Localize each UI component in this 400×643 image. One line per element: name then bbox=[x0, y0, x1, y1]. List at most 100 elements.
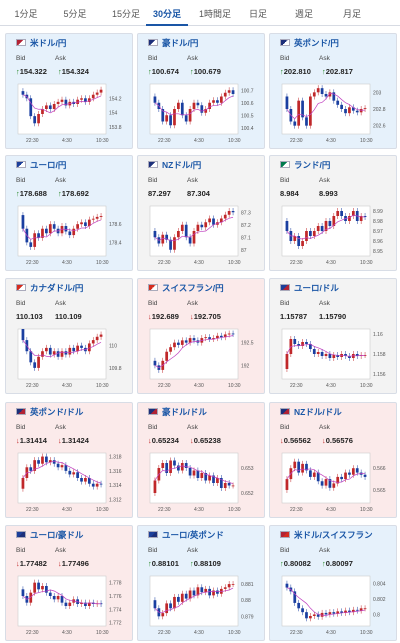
price-chart: 87.3 87.2 87.1 87 22:30 4:30 10:30 bbox=[142, 202, 262, 270]
rate-card[interactable]: ユーロ/英ポンド Bid Ask ↑0.88101 ↑0.88109 0.881 0.88 0… bbox=[137, 525, 265, 641]
candle-body bbox=[80, 345, 83, 348]
candle-body bbox=[180, 102, 184, 116]
rate-card[interactable]: 米ドル/スイスフラン Bid Ask ↑0.80082 ↑0.80097 0.804 0.8… bbox=[269, 525, 397, 641]
rate-card[interactable]: 米ドル/円 Bid Ask ↑154.322 ↑154.324 154.2 154 153.8… bbox=[5, 33, 133, 149]
rate-card[interactable]: 豪ドル/円 Bid Ask ↑100.674 ↑100.679 100.7 100.6 100… bbox=[137, 33, 265, 149]
rate-card[interactable]: NZドル/円 Bid Ask 87.297 87.304 87.3 87.2 87.1 87 22… bbox=[137, 155, 265, 271]
tab-6[interactable]: 週足 bbox=[294, 9, 313, 19]
pair-title[interactable]: ユーロ/円 bbox=[16, 159, 66, 172]
candle-body bbox=[216, 478, 219, 483]
rate-card[interactable]: スイスフラン/円 Bid Ask ↓192.689 ↓192.705 192.5 192 22… bbox=[137, 278, 265, 394]
y-tick-label: 8.98 bbox=[373, 219, 383, 225]
tab-3[interactable]: 30分足 bbox=[146, 0, 188, 26]
ask-label: Ask bbox=[319, 177, 330, 184]
rate-card[interactable]: ランド/円 Bid Ask 8.984 8.993 8.99 8.98 8.97 8.96 8.9… bbox=[269, 155, 397, 271]
candle-body bbox=[161, 234, 165, 244]
pair-title[interactable]: 豪ドル/円 bbox=[148, 37, 198, 50]
y-tick-label: 0.565 bbox=[373, 488, 386, 494]
bid-value-text: 1.31414 bbox=[19, 436, 47, 445]
candle-body bbox=[153, 231, 157, 238]
pair-title[interactable]: 豪ドル/ドル bbox=[148, 406, 207, 419]
tab-2[interactable]: 15分足 bbox=[111, 9, 140, 19]
candle-body bbox=[332, 483, 336, 488]
candle-body bbox=[216, 335, 219, 339]
rate-card[interactable]: 英ポンド/ドル Bid Ask ↓1.31414 ↓1.31424 1.318 1.316 1… bbox=[5, 402, 133, 518]
rate-card[interactable]: ユーロ/円 Bid Ask ↑178.688 ↑178.692 178.6 178.4 22:… bbox=[5, 155, 133, 271]
pair-title[interactable]: NZドル/ドル bbox=[280, 406, 342, 419]
x-tick-label: 22:30 bbox=[290, 138, 303, 144]
rate-card[interactable]: NZドル/ドル Bid Ask ↓0.56562 ↓0.56576 0.566 0.565 2… bbox=[269, 402, 397, 518]
candle-body bbox=[72, 472, 76, 475]
x-tick-label: 4:30 bbox=[194, 630, 204, 636]
candle-body bbox=[80, 602, 83, 604]
pair-title[interactable]: 米ドル/スイスフラン bbox=[280, 529, 373, 542]
x-tick-label: 22:30 bbox=[158, 383, 171, 389]
pair-title[interactable]: カナダドル/円 bbox=[16, 282, 83, 295]
rate-card[interactable]: 英ポンド/円 Bid Ask ↑202.810 ↑202.817 203 202.8 202.… bbox=[269, 33, 397, 149]
candlestick-chart: 8.99 8.98 8.97 8.96 8.95 22:30 4:30 10:30 bbox=[281, 205, 383, 266]
pair-title[interactable]: 英ポンド/ドル bbox=[16, 406, 83, 419]
bid-value: ↓0.65234 bbox=[148, 436, 179, 445]
tab-5[interactable]: 日足 bbox=[248, 9, 267, 19]
pair-title[interactable]: 英ポンド/円 bbox=[280, 37, 339, 50]
x-tick-label: 22:30 bbox=[26, 507, 39, 513]
pair-title[interactable]: ユーロ/英ポンド bbox=[148, 529, 224, 542]
x-tick-label: 22:30 bbox=[26, 630, 39, 636]
pair-title[interactable]: NZドル/円 bbox=[148, 159, 201, 172]
pair-title-text: NZドル/ドル bbox=[294, 407, 342, 417]
candle-body bbox=[192, 338, 196, 341]
tab-0[interactable]: 1分足 bbox=[14, 9, 38, 19]
candle-body bbox=[64, 99, 68, 106]
pair-title[interactable]: ランド/円 bbox=[280, 159, 330, 172]
candle-body bbox=[48, 224, 52, 234]
rate-card[interactable]: ユーロ/豪ドル Bid Ask ↓1.77482 ↓1.77496 1.778 1.776 1… bbox=[5, 525, 133, 641]
candle-body bbox=[68, 347, 72, 355]
x-tick-label: 10:30 bbox=[228, 507, 241, 513]
ask-value-text: 8.993 bbox=[319, 189, 338, 198]
y-tick-label: 178.4 bbox=[109, 240, 122, 246]
y-tick-label: 1.312 bbox=[109, 497, 122, 503]
rate-card[interactable]: カナダドル/円 Bid Ask 110.103 110.109 110 109.8 22:30… bbox=[5, 278, 133, 394]
candle-body bbox=[301, 342, 304, 346]
x-tick-label: 10:30 bbox=[96, 383, 109, 389]
candle-body bbox=[208, 102, 211, 109]
rate-card[interactable]: ユーロ/ドル Bid Ask 1.15787 1.15790 1.16 1.158 1.156… bbox=[269, 278, 397, 394]
pair-title[interactable]: スイスフラン/円 bbox=[148, 282, 224, 295]
candle-body bbox=[200, 224, 204, 228]
plot-area bbox=[17, 452, 107, 504]
tab-1[interactable]: 5分足 bbox=[63, 9, 87, 19]
candle-body bbox=[297, 461, 301, 473]
ask-value: ↑0.80097 bbox=[322, 559, 353, 568]
pair-title-text: NZドル/円 bbox=[162, 160, 202, 170]
y-tick-label: 1.158 bbox=[373, 352, 386, 358]
y-tick-label: 192.5 bbox=[241, 341, 254, 347]
moving-average-line bbox=[22, 339, 102, 358]
pair-title[interactable]: ユーロ/ドル bbox=[280, 282, 339, 295]
candle-body bbox=[161, 463, 165, 468]
candle-body bbox=[45, 347, 48, 352]
tab-7[interactable]: 月足 bbox=[342, 9, 361, 19]
candle-body bbox=[328, 612, 332, 615]
candle-body bbox=[60, 465, 64, 468]
candle-body bbox=[208, 588, 211, 596]
price-chart: 1.16 1.158 1.156 22:30 4:30 10:30 bbox=[274, 325, 394, 393]
rate-card[interactable]: 豪ドル/ドル Bid Ask ↓0.65234 ↓0.65238 0.653 0.652 22… bbox=[137, 402, 265, 518]
moving-average-line bbox=[286, 92, 366, 120]
candlestick-chart: 0.566 0.565 22:30 4:30 10:30 bbox=[281, 452, 386, 513]
pair-title[interactable]: 米ドル/円 bbox=[16, 37, 66, 50]
tab-4[interactable]: 1時間足 bbox=[198, 9, 231, 19]
bid-label: Bid bbox=[148, 300, 158, 307]
price-chart: 0.566 0.565 22:30 4:30 10:30 bbox=[274, 449, 394, 517]
ask-value-text: 192.705 bbox=[193, 312, 221, 321]
candle-body bbox=[316, 472, 320, 482]
candle-body bbox=[336, 100, 340, 105]
pair-title[interactable]: ユーロ/豪ドル bbox=[16, 529, 83, 542]
bid-value: 8.984 bbox=[280, 189, 299, 198]
candle-body bbox=[336, 355, 340, 357]
za-jp-flag-icon bbox=[280, 161, 290, 168]
candle-body bbox=[359, 109, 363, 113]
candle-body bbox=[76, 345, 79, 352]
candle-body bbox=[169, 603, 172, 609]
pair-title-text: 豪ドル/円 bbox=[162, 38, 199, 48]
candle-body bbox=[219, 478, 223, 488]
